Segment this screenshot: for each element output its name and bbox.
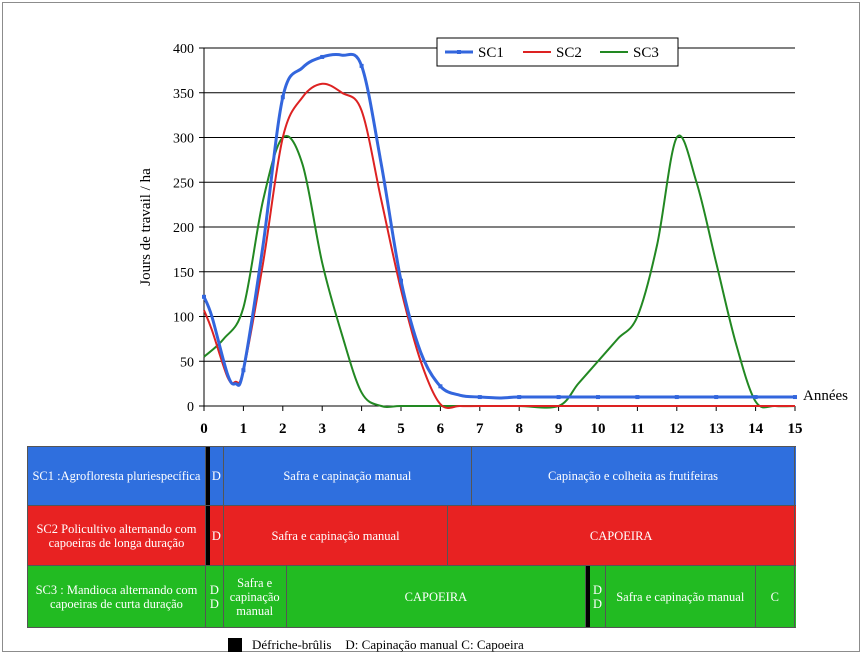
period-cell: Safra e capinação manual bbox=[224, 566, 287, 627]
period-cell: Capinação e colheita as frutifeiras bbox=[472, 447, 796, 505]
x-tick-label-2: 2 bbox=[279, 421, 287, 437]
row-header: SC1 :Agrofloresta pluriespecífica bbox=[27, 447, 206, 505]
defriche-marker bbox=[586, 566, 591, 627]
row-header: SC3 : Mandioca alternando com capoeiras … bbox=[27, 566, 206, 627]
legend-marker-sc1 bbox=[457, 50, 461, 54]
period-cell: CAPOEIRA bbox=[448, 506, 796, 565]
period-cell: C bbox=[756, 566, 796, 627]
x-tick-label-10: 10 bbox=[591, 421, 606, 437]
x-tick-label-6: 6 bbox=[437, 421, 445, 437]
table-row-sc1: SC1 :Agrofloresta pluriespecífica D Safra … bbox=[27, 446, 796, 505]
legend-box bbox=[436, 37, 679, 67]
y-tick-label-150: 150 bbox=[173, 266, 194, 281]
series-point-sc1-24 bbox=[753, 395, 758, 400]
y-tick-label-50: 50 bbox=[180, 355, 194, 370]
period-cell: Safra e capinação manual bbox=[224, 506, 449, 565]
x-tick-label-12: 12 bbox=[669, 421, 684, 437]
series-line-sc2 bbox=[203, 82, 795, 409]
series-point-sc1-10 bbox=[359, 63, 364, 68]
series-point-sc1-4 bbox=[241, 368, 246, 373]
series-point-sc1-12 bbox=[399, 278, 403, 283]
table-row-sc2: SC2 Policultivo alternando com capoeiras… bbox=[27, 505, 796, 565]
series-point-sc1-25 bbox=[793, 395, 797, 400]
period-cell: D bbox=[210, 506, 224, 565]
x-tick-label-3: 3 bbox=[318, 421, 326, 437]
series-point-sc1-23 bbox=[714, 395, 719, 400]
bottom-legend: Défriche-brûlis D: Capinação manual C: C… bbox=[228, 636, 538, 654]
x-tick-label-7: 7 bbox=[476, 421, 484, 437]
table-row-sc3: SC3 : Mandioca alternando com capoeiras … bbox=[27, 565, 796, 628]
defriche-marker bbox=[205, 447, 210, 505]
series-point-sc1-20 bbox=[596, 395, 600, 400]
x-tick-label-4: 4 bbox=[358, 421, 366, 437]
legend-label-defriche: Défriche-brûlis bbox=[252, 637, 332, 652]
y-tick-label-100: 100 bbox=[173, 311, 194, 326]
x-tick-label-0: 0 bbox=[200, 421, 208, 437]
x-tick-label-11: 11 bbox=[630, 421, 644, 437]
black-square-icon bbox=[228, 638, 242, 652]
period-cell: Safra e capinação manual bbox=[606, 566, 756, 627]
legend-label-sc2: SC2 bbox=[556, 45, 582, 61]
series-point-sc1-0 bbox=[202, 294, 206, 299]
x-tick-label-14: 14 bbox=[748, 421, 764, 437]
x-tick-label-15: 15 bbox=[788, 421, 803, 437]
series-point-sc1-21 bbox=[635, 395, 640, 400]
series-point-sc1-22 bbox=[674, 395, 679, 400]
defriche-marker bbox=[205, 506, 210, 565]
x-tick-label-5: 5 bbox=[397, 421, 405, 437]
y-tick-label-200: 200 bbox=[173, 221, 194, 236]
period-cell: D bbox=[210, 447, 224, 505]
legend-label-sc3: SC3 bbox=[633, 45, 659, 61]
row-header: SC2 Policultivo alternando com capoeiras… bbox=[27, 506, 206, 565]
series-line-sc1 bbox=[202, 52, 795, 400]
series-point-sc1-18 bbox=[517, 395, 522, 400]
x-tick-label-13: 13 bbox=[709, 421, 724, 437]
y-tick-label-400: 400 bbox=[173, 42, 194, 57]
series-point-sc1-6 bbox=[280, 95, 285, 100]
y-tick-label-300: 300 bbox=[173, 132, 194, 147]
legend-label-sc1: SC1 bbox=[478, 45, 504, 61]
y-tick-label-350: 350 bbox=[173, 87, 194, 102]
series-point-sc1-19 bbox=[556, 395, 561, 400]
x-tick-label-9: 9 bbox=[555, 421, 563, 437]
y-tick-label-0: 0 bbox=[187, 400, 194, 415]
series-point-sc1-8 bbox=[320, 54, 325, 59]
period-cell: Safra e capinação manual bbox=[224, 447, 472, 505]
series-point-sc1-14 bbox=[438, 384, 443, 389]
legend-label-codes: D: Capinação manual C: Capoeira bbox=[345, 637, 524, 652]
period-cell: CAPOEIRA bbox=[287, 566, 587, 627]
y-tick-label-250: 250 bbox=[173, 176, 194, 191]
x-tick-label-8: 8 bbox=[515, 421, 523, 437]
x-axis-title: Années bbox=[803, 388, 848, 404]
y-axis-title: Jours de travail / ha bbox=[138, 168, 154, 286]
series-point-sc1-16 bbox=[477, 395, 482, 400]
x-tick-label-1: 1 bbox=[240, 421, 248, 437]
